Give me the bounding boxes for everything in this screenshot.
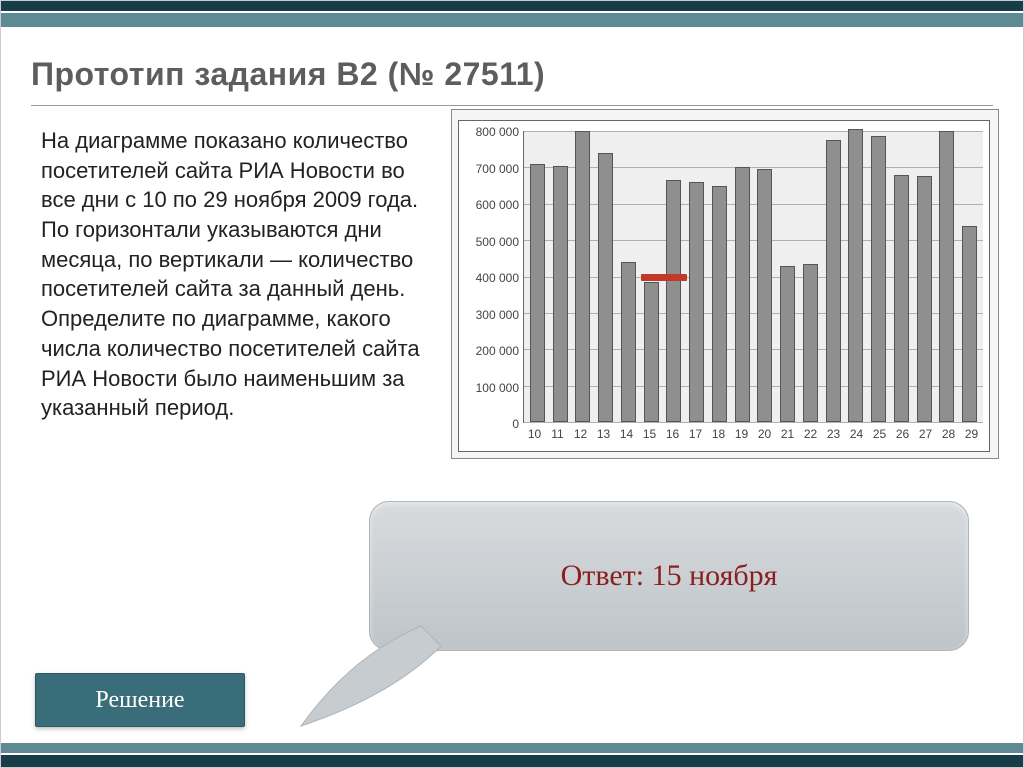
bar-column (913, 131, 936, 422)
chart-inner: 0 100 000 200 000 300 000 400 000 500 000 600 … (458, 120, 990, 452)
x-tick-label: 23 (822, 427, 845, 447)
chart-bar (826, 140, 841, 422)
x-tick-label: 14 (615, 427, 638, 447)
page-title: Прототип задания B2 (№ 27511) (31, 56, 993, 93)
gridline (524, 422, 983, 423)
bar-column (799, 131, 822, 422)
chart-plot-area (523, 131, 983, 423)
bar-column (867, 131, 890, 422)
solution-button[interactable]: Решение (35, 673, 245, 727)
bar-column (890, 131, 913, 422)
chart-container: 0 100 000 200 000 300 000 400 000 500 000 600 … (451, 109, 999, 459)
slide: Прототип задания B2 (№ 27511) На диаграм… (0, 0, 1024, 768)
x-tick-label: 18 (707, 427, 730, 447)
x-tick-label: 25 (868, 427, 891, 447)
x-tick-label: 13 (592, 427, 615, 447)
decor-bar-dark (1, 1, 1023, 11)
x-tick-label: 20 (753, 427, 776, 447)
x-tick-label: 11 (546, 427, 569, 447)
bar-column (936, 131, 959, 422)
chart-bar (894, 175, 909, 422)
bar-column (572, 131, 595, 422)
problem-text: На диаграмме показано количество посетит… (41, 126, 436, 423)
title-block: Прототип задания B2 (№ 27511) (31, 56, 993, 106)
chart-bar (575, 131, 590, 422)
bar-column (822, 131, 845, 422)
bar-column (594, 131, 617, 422)
chart-bars (524, 131, 983, 422)
x-tick-label: 27 (914, 427, 937, 447)
bar-column (845, 131, 868, 422)
chart-bar (666, 180, 681, 422)
decor-bar-light (1, 13, 1023, 27)
x-tick-label: 28 (937, 427, 960, 447)
y-tick-label: 0 (459, 417, 519, 431)
x-tick-label: 24 (845, 427, 868, 447)
bar-column (958, 131, 981, 422)
bar-column (731, 131, 754, 422)
chart-bar (917, 176, 932, 422)
bottom-decor (1, 743, 1023, 767)
answer-text: Ответ: 15 ноября (561, 559, 778, 593)
y-tick-label: 600 000 (459, 198, 519, 212)
chart-bar (712, 186, 727, 422)
top-decor (1, 1, 1023, 27)
x-tick-label: 10 (523, 427, 546, 447)
x-tick-label: 22 (799, 427, 822, 447)
solution-button-label: Решение (95, 687, 184, 714)
chart-bar (644, 282, 659, 422)
x-tick-label: 29 (960, 427, 983, 447)
chart-bar (803, 264, 818, 422)
x-tick-label: 15 (638, 427, 661, 447)
y-tick-label: 800 000 (459, 125, 519, 139)
min-highlight-mark (641, 274, 687, 281)
chart-bar (553, 166, 568, 422)
bar-column (526, 131, 549, 422)
bar-column (685, 131, 708, 422)
chart-bar (780, 266, 795, 422)
chart-bar (530, 164, 545, 422)
bar-column (754, 131, 777, 422)
bar-column (776, 131, 799, 422)
x-axis-ticks: 1011121314151617181920212223242526272829 (523, 427, 983, 447)
y-tick-label: 300 000 (459, 308, 519, 322)
chart-bar (735, 167, 750, 422)
chart-bar (621, 262, 636, 422)
x-tick-label: 26 (891, 427, 914, 447)
chart-bar (689, 182, 704, 422)
y-tick-label: 100 000 (459, 381, 519, 395)
chart-bar (962, 226, 977, 422)
bar-column (549, 131, 572, 422)
chart-bar (871, 136, 886, 422)
x-tick-label: 21 (776, 427, 799, 447)
decor-bar-light-bottom (1, 743, 1023, 753)
y-tick-label: 200 000 (459, 344, 519, 358)
bar-column (617, 131, 640, 422)
chart-bar (848, 129, 863, 422)
chart-bar (939, 131, 954, 422)
x-tick-label: 19 (730, 427, 753, 447)
y-tick-label: 400 000 (459, 271, 519, 285)
y-tick-label: 500 000 (459, 235, 519, 249)
x-tick-label: 17 (684, 427, 707, 447)
x-tick-label: 12 (569, 427, 592, 447)
x-tick-label: 16 (661, 427, 684, 447)
bar-column (708, 131, 731, 422)
y-tick-label: 700 000 (459, 162, 519, 176)
answer-bubble: Ответ: 15 ноября (369, 501, 969, 651)
chart-bar (598, 153, 613, 422)
chart-bar (757, 169, 772, 422)
decor-bar-dark-bottom (1, 755, 1023, 767)
